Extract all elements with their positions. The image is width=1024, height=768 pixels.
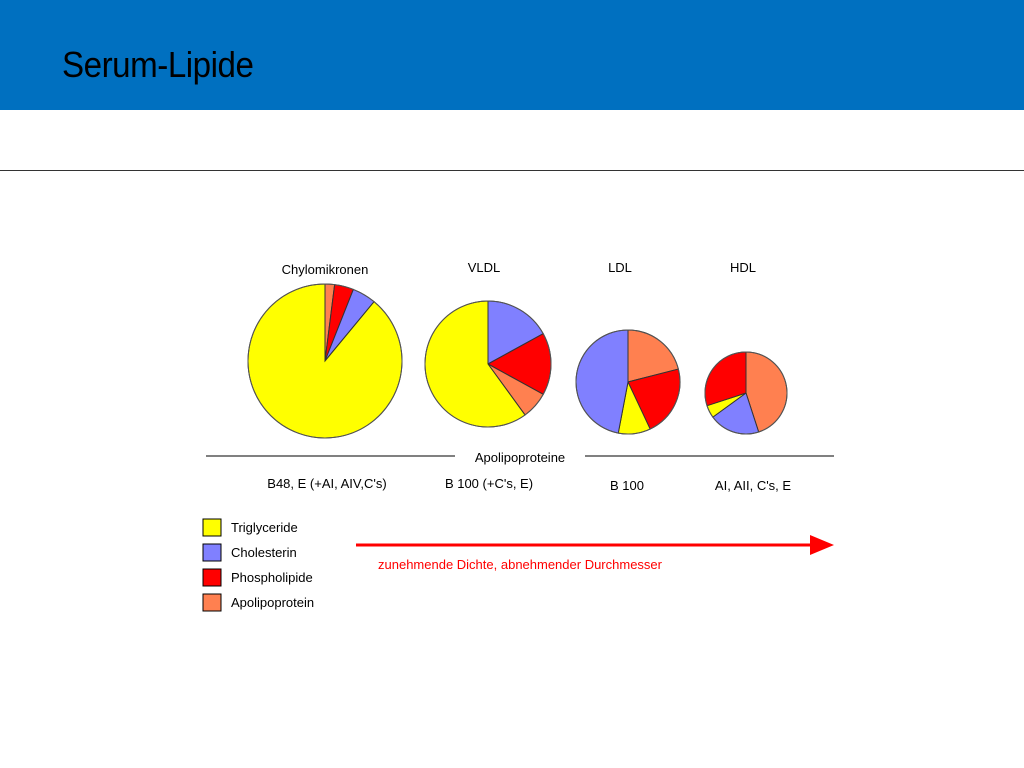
legend-label-triglyceride: Triglyceride bbox=[231, 520, 298, 535]
arrow-label: zunehmende Dichte, abnehmender Durchmess… bbox=[378, 557, 663, 572]
slice-ldl-cholesterin bbox=[575, 329, 629, 434]
legend-swatch-phospholipide bbox=[202, 568, 222, 587]
pie-title-vldl: VLDL bbox=[468, 260, 501, 275]
pie-charts: Chylomikronen VLDL LDL HDL bbox=[247, 260, 788, 439]
apolipoprotein-label-hdl: AI, AII, C's, E bbox=[715, 478, 792, 493]
pie-hdl: HDL bbox=[704, 260, 788, 435]
pie-title-chylomikronen: Chylomikronen bbox=[282, 262, 369, 277]
apolipoprotein-labels: B48, E (+AI, AIV,C's) B 100 (+C's, E) B 10… bbox=[267, 476, 791, 493]
pie-vldl: VLDL bbox=[424, 260, 552, 428]
pie-title-hdl: HDL bbox=[730, 260, 756, 275]
header-bar bbox=[0, 0, 1024, 110]
legend-label-phospholipide: Phospholipide bbox=[231, 570, 313, 585]
pie-title-ldl: LDL bbox=[608, 260, 632, 275]
apolipoprotein-label-chylomikronen: B48, E (+AI, AIV,C's) bbox=[267, 476, 386, 491]
slide-title: Serum-Lipide bbox=[62, 44, 254, 85]
pie-outline-hdl bbox=[704, 351, 788, 435]
legend: Triglyceride Cholesterin Phospholipide Apol… bbox=[202, 518, 314, 612]
legend-swatch-cholesterin bbox=[202, 543, 222, 562]
divider-line bbox=[0, 170, 1024, 171]
pie-outline-ldl bbox=[575, 329, 681, 435]
pie-chylomikronen: Chylomikronen bbox=[247, 262, 403, 439]
slice-chylomikronen-triglyceride bbox=[247, 283, 403, 439]
apolipoprotein-label-vldl: B 100 (+C's, E) bbox=[445, 476, 533, 491]
legend-swatch-triglyceride bbox=[202, 518, 222, 537]
legend-swatch-apolipoprotein bbox=[202, 593, 222, 612]
pie-outline-chylomikronen bbox=[247, 283, 403, 439]
apolipoprotein-label-ldl: B 100 bbox=[610, 478, 644, 493]
pie-outline-vldl bbox=[424, 300, 552, 428]
section-label: Apolipoproteine bbox=[475, 450, 565, 465]
arrow-head bbox=[810, 535, 834, 555]
pie-ldl: LDL bbox=[575, 260, 681, 435]
density-arrow bbox=[356, 535, 834, 555]
legend-label-apolipoprotein: Apolipoprotein bbox=[231, 595, 314, 610]
legend-label-cholesterin: Cholesterin bbox=[231, 545, 297, 560]
